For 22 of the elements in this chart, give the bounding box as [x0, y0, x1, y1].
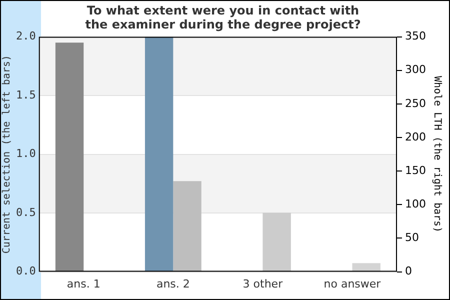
y2-tick-label: 250 — [405, 96, 426, 110]
y-axis-title: Current selection (the left bars) — [2, 54, 13, 254]
x-tick-label: ans. 1 — [66, 277, 100, 290]
y-tick-label: 0.0 — [16, 264, 36, 278]
x-tick-label: no answer — [324, 277, 382, 290]
y2-axis-title: Whole LTH (the right bars) — [431, 76, 442, 233]
y2-tick-label: 100 — [405, 198, 426, 211]
y2-tick-label: 50 — [405, 231, 420, 244]
bar — [352, 263, 380, 272]
y-tick-label: 1.5 — [16, 88, 36, 102]
x-tick-label: ans. 2 — [156, 277, 190, 290]
y-tick-label: 2.0 — [16, 30, 36, 43]
chart-title: To what extent were you in contact with the examiner during the degree project? — [85, 3, 361, 32]
y-tick-label: 1.0 — [16, 147, 36, 160]
x-tick-label: 3 other — [242, 277, 284, 290]
y2-tick-label: 350 — [405, 30, 426, 43]
y-tick-label: 0.5 — [16, 206, 36, 219]
bar — [262, 212, 291, 272]
y2-tick-label: 200 — [405, 130, 426, 144]
y2-tick-label: 300 — [405, 63, 426, 76]
y2-tick-label: 0 — [405, 264, 412, 278]
y2-tick-label: 150 — [405, 164, 426, 177]
